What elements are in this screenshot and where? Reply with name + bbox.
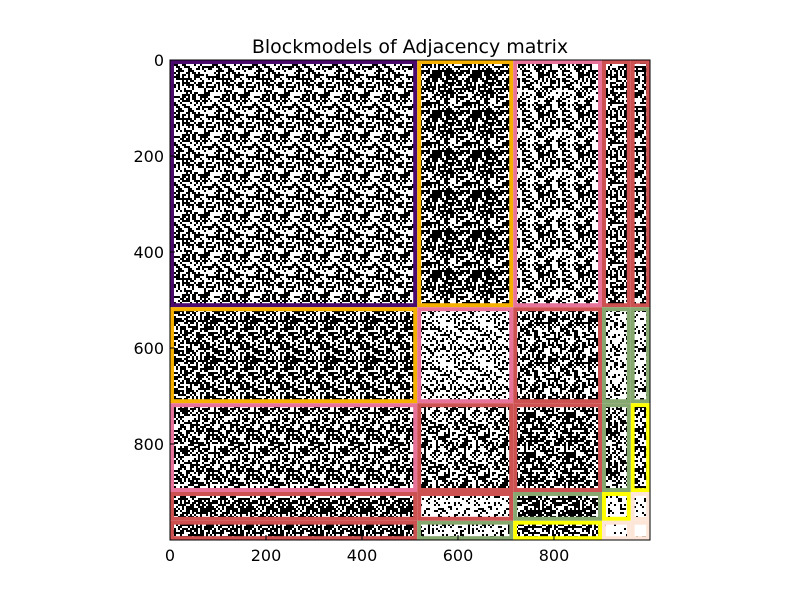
block-adjacency-noise [421,64,510,304]
block-adjacency-noise [174,496,414,517]
plot-area: 0 200 400 600 800 0 200 400 600 800 [133,51,651,565]
y-tick-label: 0 [154,51,164,70]
block-adjacency-noise [174,311,414,400]
y-tick-label: 600 [133,339,164,358]
y-tick-label: 800 [133,435,164,454]
matrix-block-r4-c1 [417,520,514,540]
chart-title: Blockmodels of Adjacency matrix [252,36,568,58]
y-tick-label: 200 [133,147,164,166]
matrix-block-r2-c3 [602,403,631,492]
block-adjacency-noise [173,524,414,537]
block-adjacency-noise [517,407,598,488]
matrix-block-r0-c2 [513,60,602,308]
matrix-block-r3-c2 [513,492,602,521]
block-adjacency-noise [606,311,627,400]
matrix-block-r2-c2 [513,403,602,492]
block-adjacency-noise [421,407,510,488]
block-adjacency-noise [634,407,647,489]
block-adjacency-noise [174,64,414,304]
matrix-block-r4-c4 [630,520,650,540]
block-adjacency-noise [605,524,627,537]
matrix-block-r1-c4 [630,307,650,404]
blocks-layer [170,60,650,540]
matrix-block-r2-c0 [170,403,418,492]
x-tick-label: 0 [165,546,175,565]
matrix-block-r3-c4 [630,492,650,521]
block-adjacency-noise [634,495,647,517]
x-tick-label: 200 [251,546,282,565]
y-tick-label: 400 [133,243,164,262]
x-tick-label: 800 [539,546,570,565]
block-adjacency-noise [606,64,627,304]
matrix-block-r4-c3 [602,520,631,540]
block-adjacency-noise [174,407,414,488]
matrix-block-r4-c0 [170,520,418,540]
matrix-block-r3-c0 [170,492,418,521]
matrix-block-r1-c0 [170,307,418,404]
matrix-block-r4-c2 [513,520,602,540]
matrix-block-r3-c3 [602,492,631,521]
block-adjacency-noise [421,524,510,537]
matrix-block-r1-c3 [602,307,631,404]
block-adjacency-noise [421,311,510,400]
matrix-block-r1-c2 [513,307,602,404]
block-adjacency-noise [634,524,647,537]
matrix-block-r2-c4 [630,403,650,492]
matrix-block-r3-c1 [417,492,514,521]
block-adjacency-noise [606,407,627,488]
block-adjacency-noise [517,64,598,304]
block-adjacency-noise [517,496,598,517]
x-tick-label: 600 [443,546,474,565]
matrix-block-r1-c1 [417,307,514,404]
matrix-block-r0-c1 [417,60,514,308]
x-tick-label: 400 [347,546,378,565]
matrix-block-r2-c1 [417,403,514,492]
matrix-block-r0-c3 [602,60,631,308]
block-adjacency-noise [606,496,627,517]
matrix-block-r0-c4 [630,60,650,308]
block-adjacency-noise [517,524,599,537]
block-adjacency-noise [421,496,510,517]
ticks-layer: 0 200 400 600 800 0 200 400 600 800 [133,51,569,565]
block-adjacency-noise [634,63,647,304]
matrix-block-r0-c0 [170,60,418,308]
block-adjacency-noise [517,311,598,400]
block-adjacency-noise [634,311,647,400]
plot-frame [169,59,651,541]
